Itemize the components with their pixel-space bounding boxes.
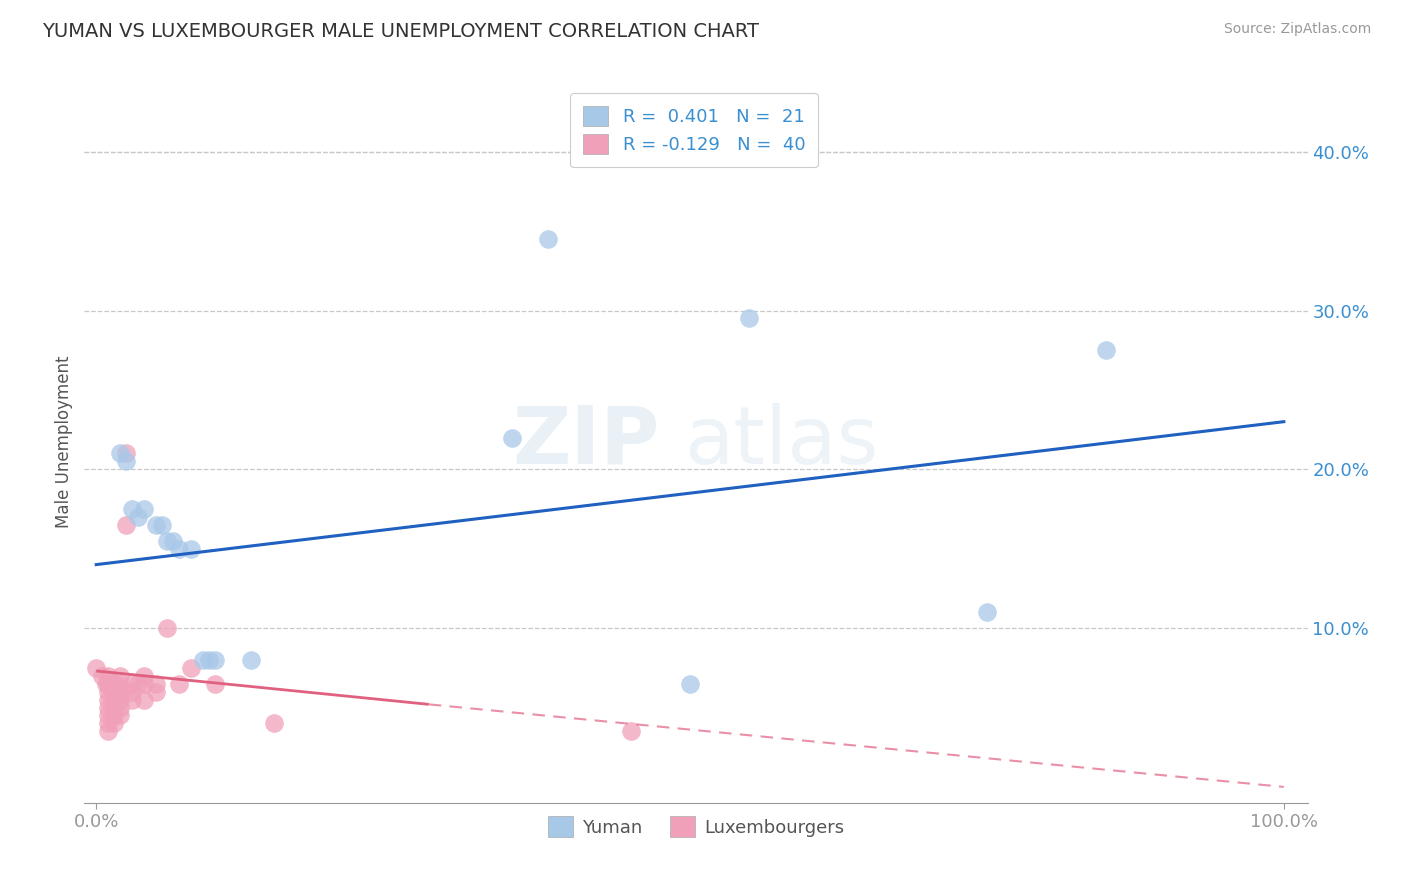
Text: ZIP: ZIP [512, 402, 659, 481]
Point [162, 533, 184, 548]
Point [103, 676, 125, 690]
Point [91, 669, 114, 683]
Point [97, 700, 120, 714]
Point [121, 502, 143, 516]
Point [103, 684, 125, 698]
Point [132, 676, 155, 690]
Point [263, 716, 285, 731]
Point [132, 502, 155, 516]
Point [976, 605, 998, 619]
Point [620, 724, 643, 739]
Point [115, 446, 138, 460]
Point [145, 676, 167, 690]
Text: YUMAN VS LUXEMBOURGER MALE UNEMPLOYMENT CORRELATION CHART: YUMAN VS LUXEMBOURGER MALE UNEMPLOYMENT … [42, 22, 759, 41]
Point [103, 700, 125, 714]
Point [121, 676, 143, 690]
Point [115, 454, 138, 468]
Point [501, 431, 523, 445]
Point [103, 692, 125, 706]
Point [145, 684, 167, 698]
Point [127, 510, 149, 524]
Point [150, 517, 173, 532]
Point [97, 684, 120, 698]
Point [204, 653, 226, 667]
Point [108, 684, 131, 698]
Point [198, 653, 221, 667]
Point [97, 716, 120, 731]
Point [84, 661, 107, 675]
Point [103, 716, 125, 731]
Point [97, 676, 120, 690]
Point [204, 676, 226, 690]
Point [108, 700, 131, 714]
Point [180, 541, 202, 556]
Point [132, 692, 155, 706]
Text: atlas: atlas [683, 402, 879, 481]
Point [108, 669, 131, 683]
Point [679, 676, 702, 690]
Point [145, 517, 167, 532]
Point [97, 708, 120, 723]
Point [738, 311, 761, 326]
Point [97, 692, 120, 706]
Point [121, 684, 143, 698]
Point [127, 676, 149, 690]
Point [97, 669, 120, 683]
Point [97, 724, 120, 739]
Point [108, 692, 131, 706]
Point [108, 708, 131, 723]
Point [103, 708, 125, 723]
Text: Source: ZipAtlas.com: Source: ZipAtlas.com [1223, 22, 1371, 37]
Legend: Yuman, Luxembourgers: Yuman, Luxembourgers [541, 809, 851, 845]
Point [115, 517, 138, 532]
Point [108, 446, 131, 460]
Point [1094, 343, 1116, 358]
Point [94, 676, 117, 690]
Point [191, 653, 214, 667]
Point [156, 621, 179, 635]
Point [108, 676, 131, 690]
Point [180, 661, 202, 675]
Point [156, 533, 179, 548]
Point [132, 669, 155, 683]
Point [169, 541, 191, 556]
Point [239, 653, 262, 667]
Y-axis label: Male Unemployment: Male Unemployment [55, 355, 73, 528]
Point [121, 692, 143, 706]
Point [536, 232, 558, 246]
Point [169, 676, 191, 690]
